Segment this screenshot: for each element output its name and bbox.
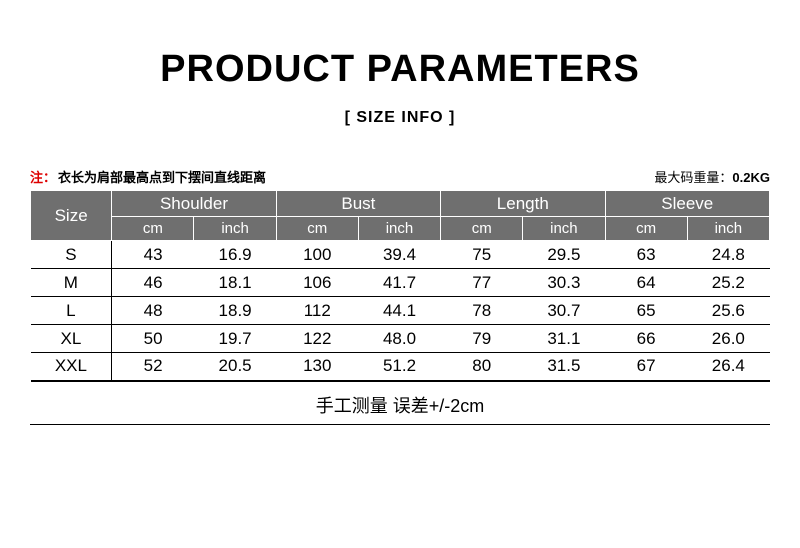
th-unit: inch (523, 217, 605, 241)
footer-note: 手工测量 误差+/-2cm (30, 392, 770, 425)
cell-value: 39.4 (358, 241, 440, 269)
table-row: L4818.911244.17830.76525.6 (31, 297, 770, 325)
table-row: XXL5220.513051.28031.56726.4 (31, 353, 770, 381)
cell-value: 24.8 (687, 241, 769, 269)
cell-size: L (31, 297, 112, 325)
cell-value: 30.3 (523, 269, 605, 297)
cell-value: 25.6 (687, 297, 769, 325)
cell-value: 31.1 (523, 325, 605, 353)
cell-value: 77 (441, 269, 523, 297)
cell-value: 43 (112, 241, 194, 269)
th-unit: cm (605, 217, 687, 241)
table-row: XL5019.712248.07931.16626.0 (31, 325, 770, 353)
cell-value: 26.0 (687, 325, 769, 353)
th-group: Bust (276, 191, 440, 217)
th-unit: inch (687, 217, 769, 241)
cell-value: 66 (605, 325, 687, 353)
cell-value: 46 (112, 269, 194, 297)
cell-value: 25.2 (687, 269, 769, 297)
th-unit: cm (276, 217, 358, 241)
cell-value: 112 (276, 297, 358, 325)
cell-value: 44.1 (358, 297, 440, 325)
cell-value: 19.7 (194, 325, 276, 353)
cell-value: 64 (605, 269, 687, 297)
th-unit: cm (112, 217, 194, 241)
cell-value: 20.5 (194, 353, 276, 381)
th-unit: cm (441, 217, 523, 241)
note-left-text: 衣长为肩部最高点到下摆间直线距离 (58, 170, 266, 185)
th-group: Length (441, 191, 605, 217)
cell-value: 80 (441, 353, 523, 381)
cell-size: XXL (31, 353, 112, 381)
cell-value: 50 (112, 325, 194, 353)
note-right-value: 0.2KG (732, 170, 770, 185)
cell-value: 18.9 (194, 297, 276, 325)
cell-size: M (31, 269, 112, 297)
cell-value: 31.5 (523, 353, 605, 381)
page-title: PRODUCT PARAMETERS (0, 48, 800, 91)
cell-value: 18.1 (194, 269, 276, 297)
cell-value: 65 (605, 297, 687, 325)
size-table: SizeShoulderBustLengthSleeve cminchcminc… (30, 190, 770, 382)
cell-value: 79 (441, 325, 523, 353)
note-left-prefix: 注： (30, 170, 56, 185)
cell-value: 29.5 (523, 241, 605, 269)
cell-value: 48 (112, 297, 194, 325)
cell-value: 106 (276, 269, 358, 297)
cell-value: 122 (276, 325, 358, 353)
th-unit: inch (358, 217, 440, 241)
cell-value: 51.2 (358, 353, 440, 381)
notes-row: 注：衣长为肩部最高点到下摆间直线距离 最大码重量：0.2KG (30, 167, 770, 186)
cell-value: 41.7 (358, 269, 440, 297)
cell-value: 75 (441, 241, 523, 269)
cell-value: 130 (276, 353, 358, 381)
note-right: 最大码重量：0.2KG (654, 167, 770, 186)
th-size: Size (31, 191, 112, 241)
cell-value: 63 (605, 241, 687, 269)
cell-value: 100 (276, 241, 358, 269)
cell-size: XL (31, 325, 112, 353)
th-group: Shoulder (112, 191, 276, 217)
table-row: S4316.910039.47529.56324.8 (31, 241, 770, 269)
cell-value: 67 (605, 353, 687, 381)
cell-value: 30.7 (523, 297, 605, 325)
cell-value: 52 (112, 353, 194, 381)
note-left: 注：衣长为肩部最高点到下摆间直线距离 (30, 167, 266, 186)
table-row: M4618.110641.77730.36425.2 (31, 269, 770, 297)
note-right-label: 最大码重量： (654, 170, 732, 185)
page-subtitle: [ SIZE INFO ] (0, 109, 800, 127)
cell-value: 26.4 (687, 353, 769, 381)
th-group: Sleeve (605, 191, 770, 217)
cell-size: S (31, 241, 112, 269)
cell-value: 78 (441, 297, 523, 325)
cell-value: 48.0 (358, 325, 440, 353)
th-unit: inch (194, 217, 276, 241)
cell-value: 16.9 (194, 241, 276, 269)
